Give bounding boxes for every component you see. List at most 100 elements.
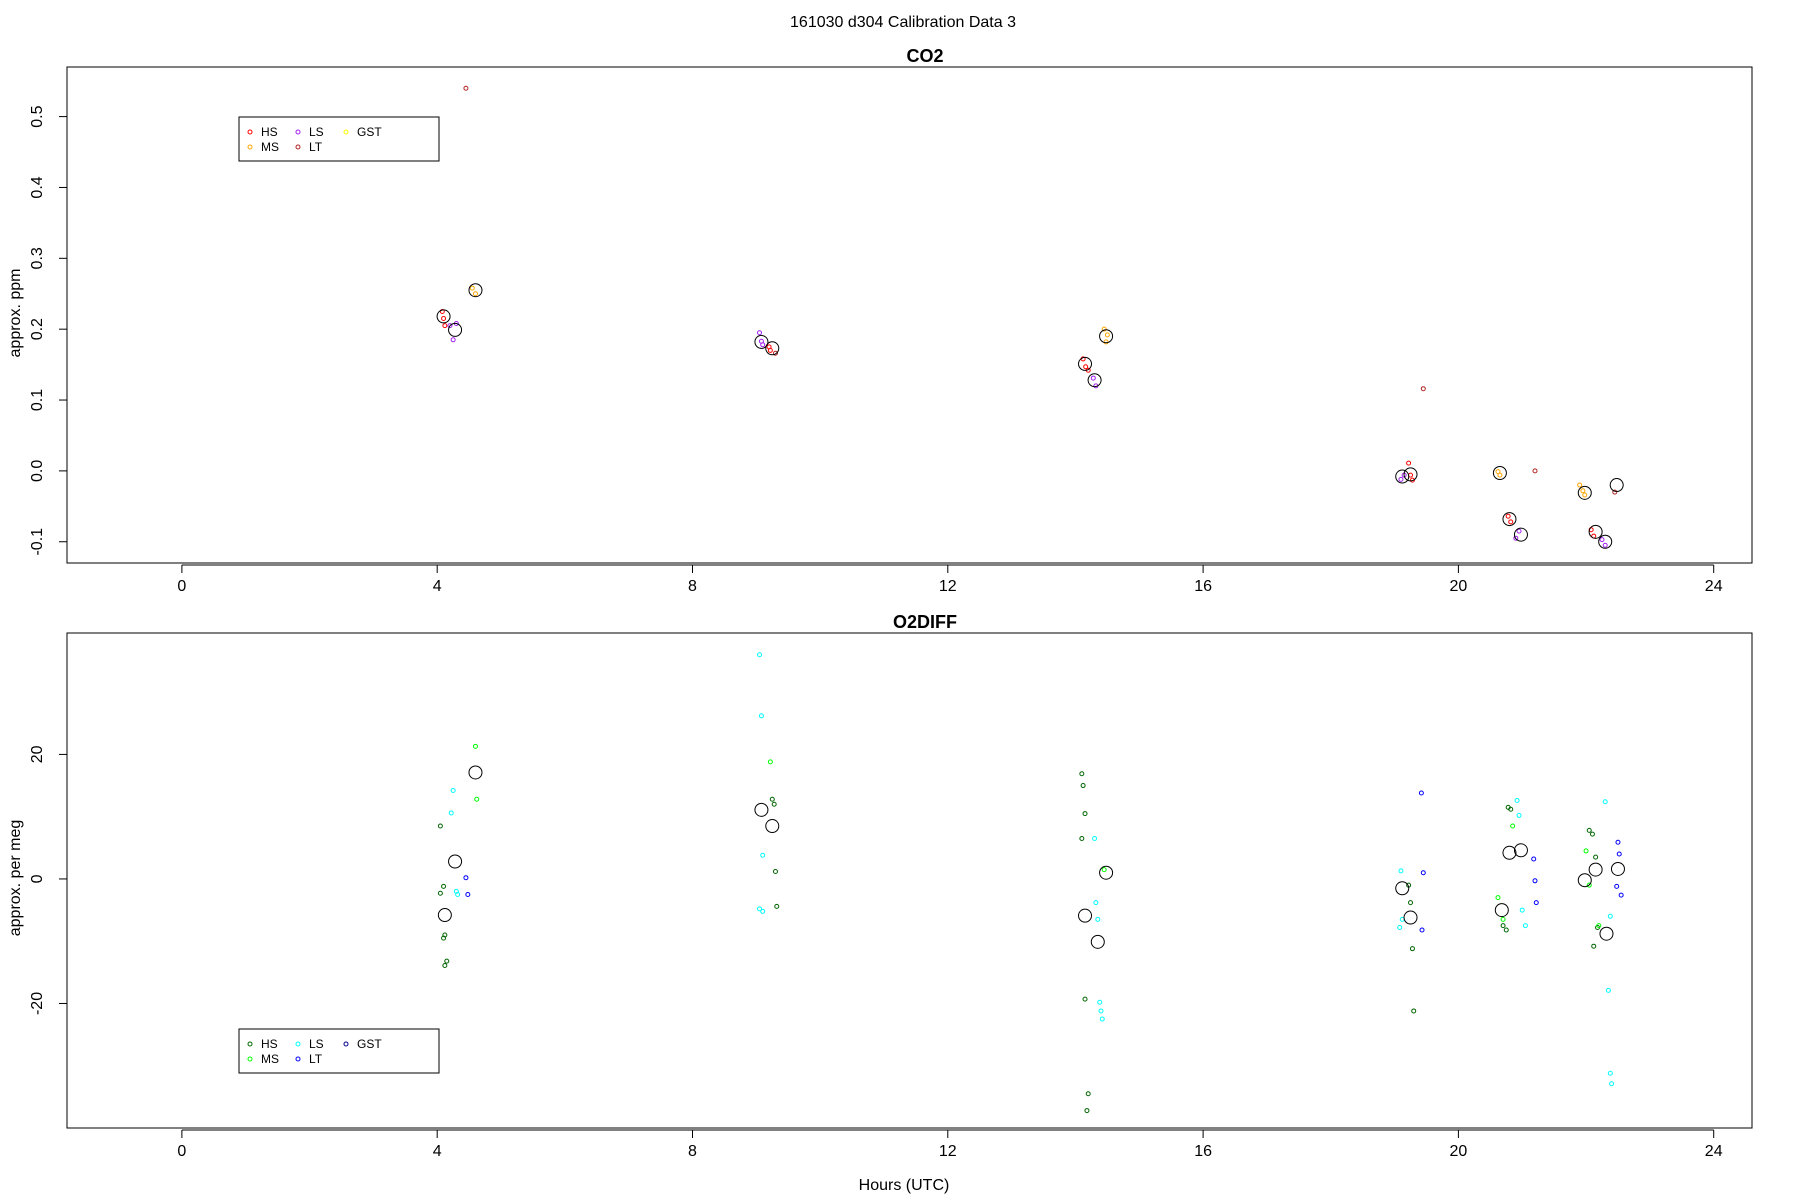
o2diff-point-ls [1514,797,1520,803]
o2diff-x-tick-label: 8 [688,1143,697,1160]
co2-point-ms [469,285,475,291]
co2-point-lt [772,350,778,356]
o2diff-point-hs [1082,811,1088,817]
co2-mean-marker [468,283,483,298]
co2-point-ls [1516,528,1522,534]
co2-x-tick-label: 24 [1705,578,1723,595]
o2diff-legend-label-lt: LT [309,1052,323,1066]
co2-mean-marker [754,334,769,349]
o2diff-point-ls [760,908,766,914]
co2-legend-label-ms: MS [261,140,279,154]
co2-x-tick-label: 0 [177,578,186,595]
o2diff-mean-marker [437,908,452,923]
o2diff-point-ms [1101,867,1107,873]
o2diff-point-lt [1420,870,1426,876]
o2diff-point-hs [1589,831,1595,837]
co2-mean-marker [1513,527,1528,542]
co2-x-tick-label: 4 [433,578,442,595]
co2-point-ms [1103,339,1109,345]
co2-plot-frame [66,66,1753,564]
co2-point-ms [1101,326,1107,332]
co2-mean-marker [1577,485,1592,500]
o2diff-point-hs [774,903,780,909]
o2diff-mean-marker [1513,843,1528,858]
o2diff-point-hs [1084,1108,1090,1114]
co2-mean-marker [1492,466,1507,481]
o2diff-plot-frame [66,632,1753,1129]
o2diff-point-lt [463,875,469,881]
co2-legend-marker-lt [295,144,301,150]
o2diff-mean-marker [1610,861,1625,876]
o2diff-point-hs [1593,854,1599,860]
o2diff-point-ls [1602,799,1608,805]
co2-point-hs [1406,460,1412,466]
co2-legend-marker-ls [295,129,301,135]
co2-mean-marker [448,322,463,337]
co2-panel: CO2 approx. ppm 0 4 8 12 16 20 24 -0.1 0.0 0.1 0.2… [7,46,1753,595]
o2diff-legend-marker-ls [295,1041,301,1047]
o2diff-point-lt [1532,878,1538,884]
co2-point-hs [1505,513,1511,519]
co2-point-ls [1602,542,1608,548]
o2diff-point-ls [1516,812,1522,818]
o2diff-mean-marker [1494,903,1509,918]
o2diff-point-ms [1495,895,1501,901]
o2diff-point-lt [1618,892,1624,898]
co2-y-axis-label: approx. ppm [7,269,24,358]
o2diff-point-ls [1397,925,1403,931]
o2diff-point-ls [1095,916,1101,922]
co2-point-ms [1104,332,1110,338]
o2diff-legend-marker-hs [247,1041,253,1047]
o2diff-x-tick-label: 4 [433,1143,442,1160]
co2-point-ls [447,323,453,329]
o2diff-point-ms [1586,882,1592,888]
co2-panel-title: CO2 [906,46,943,66]
o2diff-point-ms [1510,823,1516,829]
o2diff-point-hs [442,962,448,968]
o2diff-point-ls [1605,987,1611,993]
o2diff-point-hs [1508,806,1514,812]
o2diff-point-ms [474,796,480,802]
co2-point-ls [1513,535,1519,541]
co2-point-hs [1083,364,1089,370]
o2diff-point-lt [1614,883,1620,889]
o2diff-point-lt [1615,839,1621,845]
co2-mean-marker [1087,373,1102,388]
o2diff-mean-marker [1577,873,1592,888]
o2diff-x-axis-label: Hours (UTC) [859,1177,950,1194]
o2diff-mean-marker [448,854,463,869]
o2diff-point-ls [760,852,766,858]
o2diff-legend-marker-gst [343,1041,349,1047]
co2-x-tick-label: 20 [1450,578,1468,595]
o2diff-point-ls [1098,1008,1104,1014]
o2diff-mean-marker [1078,908,1093,923]
co2-legend-marker-gst [343,129,349,135]
o2diff-point-hs [1411,1008,1417,1014]
o2diff-point-ms [1583,848,1589,854]
co2-point-ls [1398,476,1404,482]
o2diff-mean-marker [1403,910,1418,925]
o2diff-point-hs [1082,996,1088,1002]
co2-legend-box [238,116,440,162]
co2-mean-marker [1588,524,1603,539]
o2diff-point-hs [1408,900,1414,906]
o2diff-mean-marker [765,819,780,834]
co2-point-ls [760,342,766,348]
o2diff-x-tick-label: 20 [1450,1143,1468,1160]
co2-legend-label-hs: HS [261,125,278,139]
o2diff-point-hs [1080,783,1086,789]
o2diff-legend-box [238,1028,440,1074]
co2-mean-marker [1395,469,1410,484]
co2-mean-marker [765,341,780,356]
o2diff-point-ms [472,743,478,749]
o2diff-point-ls [1607,913,1613,919]
o2diff-point-ls [1398,868,1404,874]
o2diff-point-hs [441,883,447,889]
co2-y-tick-label: 0.3 [29,247,46,269]
o2diff-mean-marker [1395,881,1410,896]
o2diff-point-hs [437,890,443,896]
o2diff-point-hs [1503,927,1509,933]
o2diff-point-hs [444,958,450,964]
